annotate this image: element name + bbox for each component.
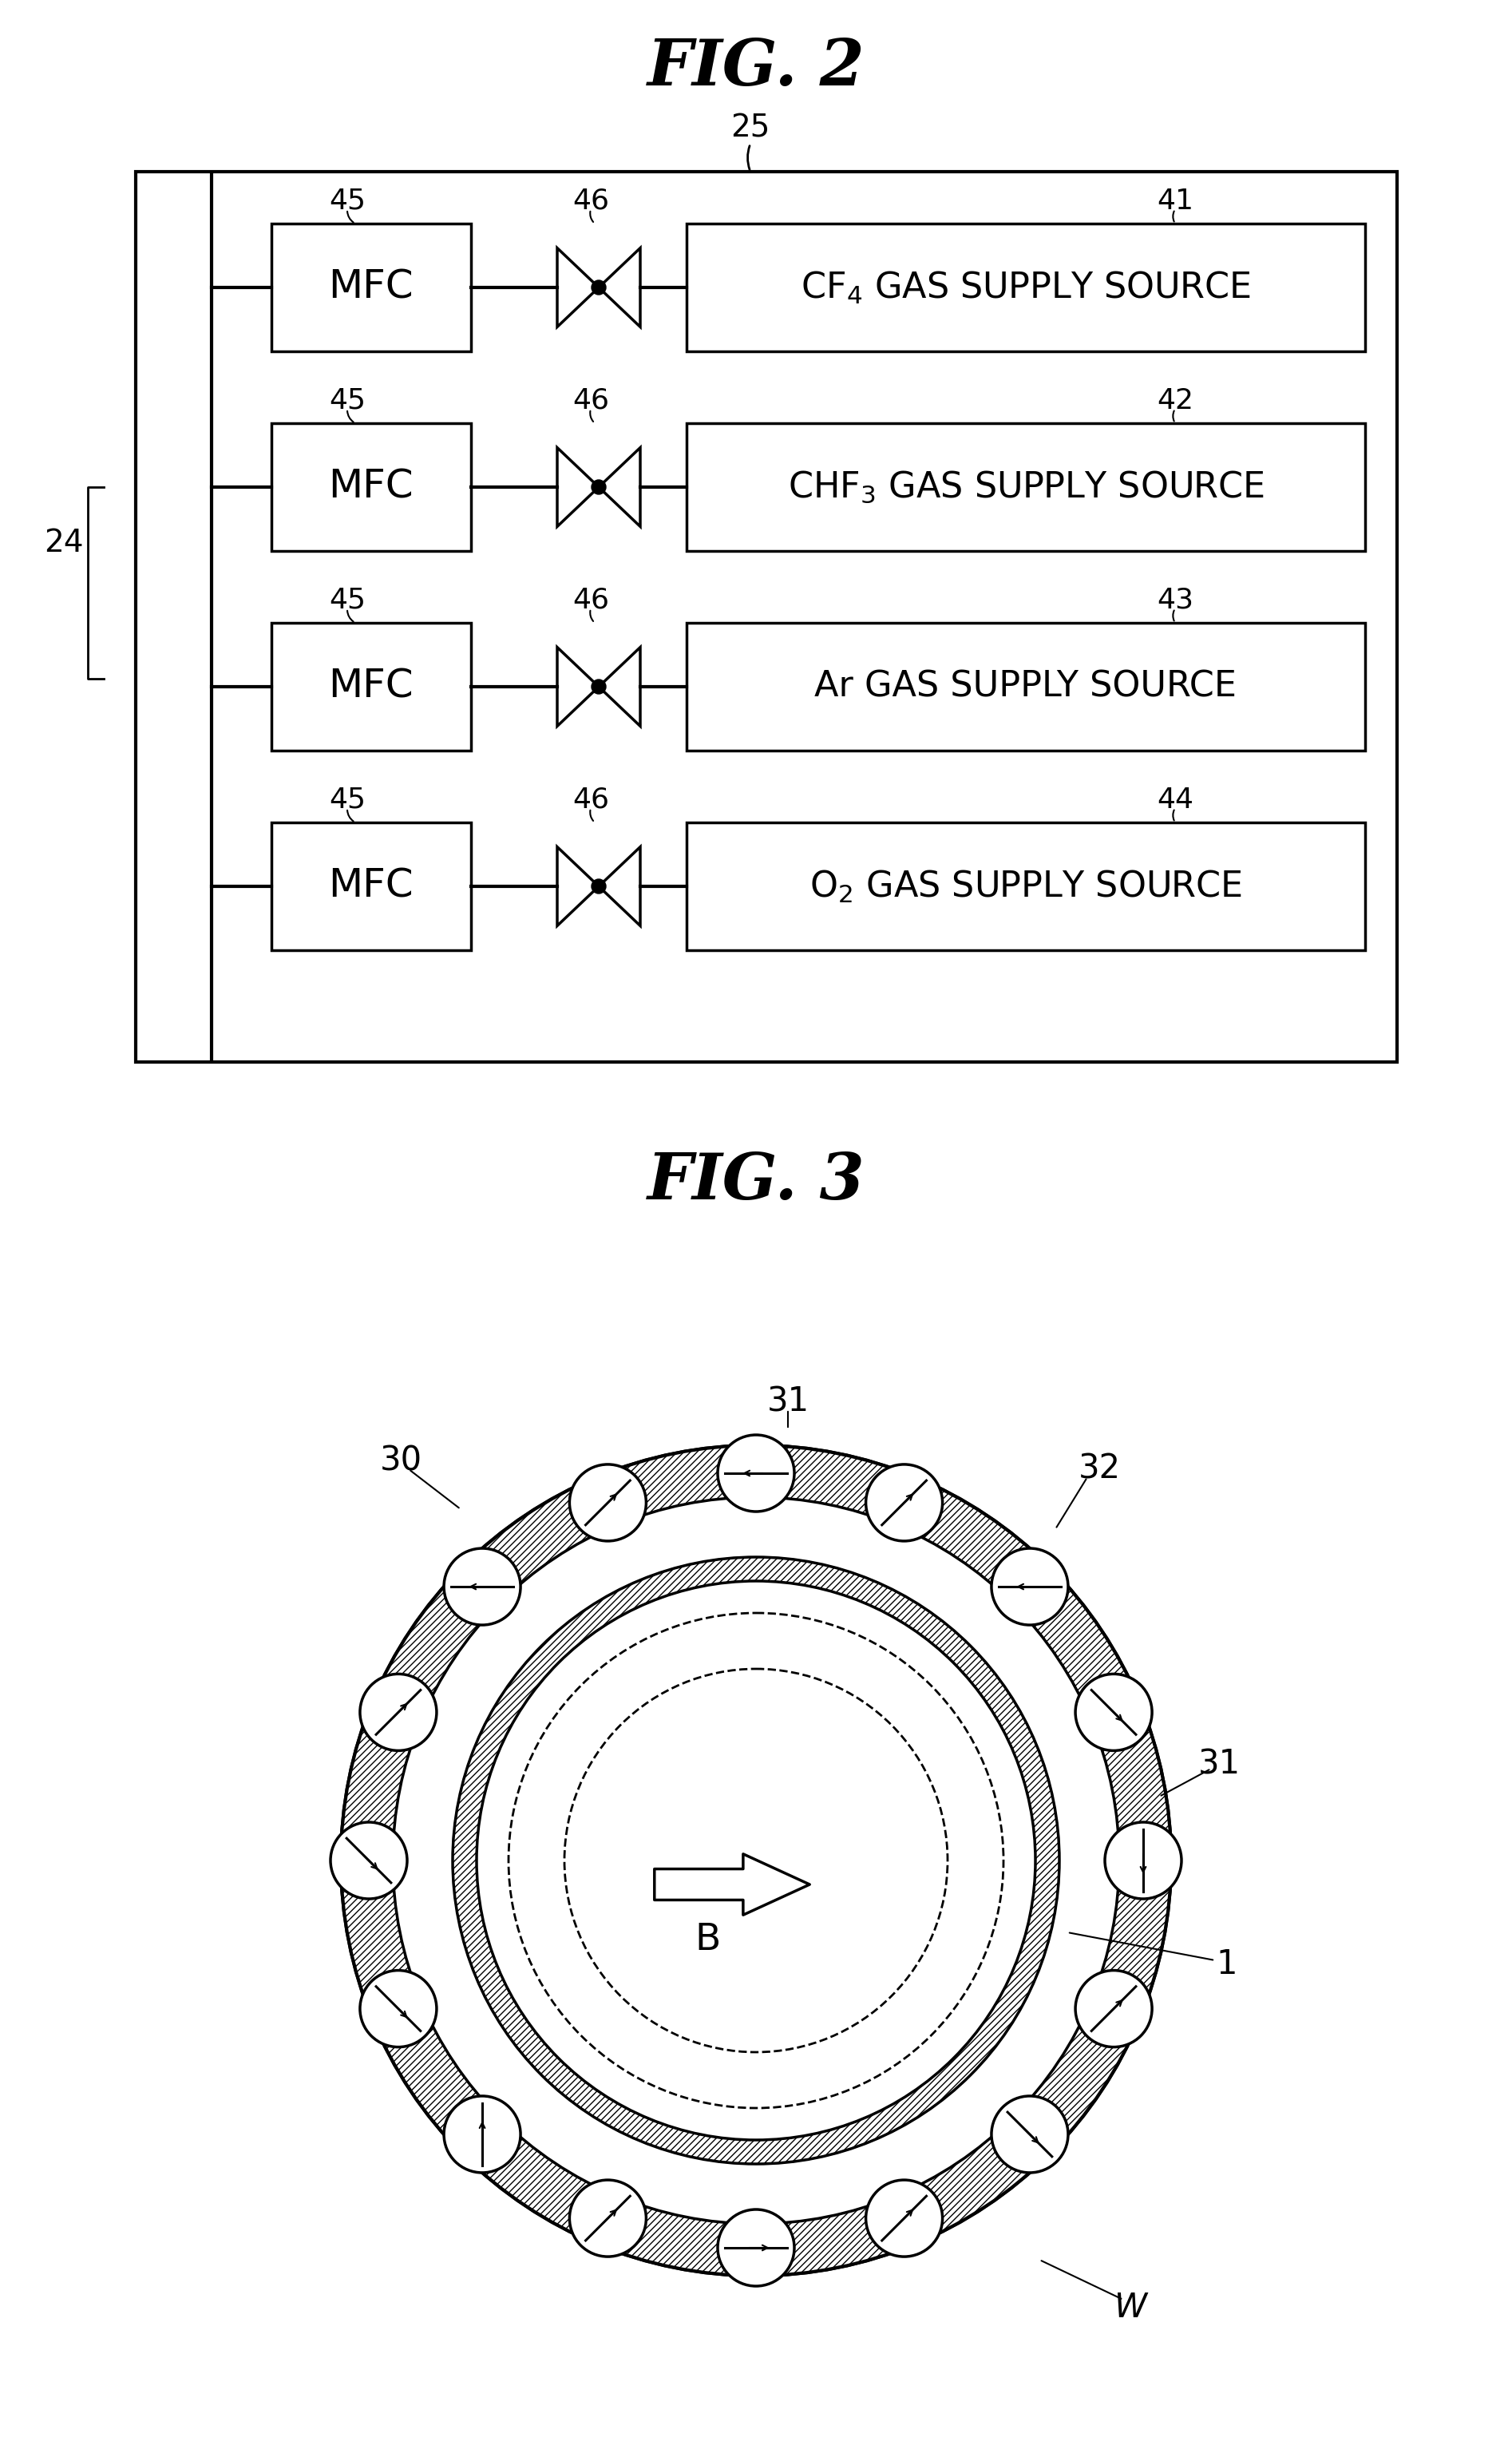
Bar bbox=[686, 424, 1365, 551]
Text: 45: 45 bbox=[330, 387, 366, 414]
Circle shape bbox=[360, 1675, 437, 1751]
Text: 1: 1 bbox=[1217, 1947, 1238, 1981]
Text: MFC: MFC bbox=[328, 269, 414, 306]
Circle shape bbox=[591, 279, 606, 294]
Text: 41: 41 bbox=[1157, 189, 1193, 216]
Text: $\mathrm{O}_{2}$ GAS SUPPLY SOURCE: $\mathrm{O}_{2}$ GAS SUPPLY SOURCE bbox=[809, 869, 1243, 904]
Circle shape bbox=[570, 1465, 646, 1540]
Circle shape bbox=[445, 1548, 520, 1626]
Text: FIG. 2: FIG. 2 bbox=[647, 37, 865, 98]
Text: 24: 24 bbox=[44, 529, 83, 558]
Text: 46: 46 bbox=[573, 387, 609, 414]
Text: 32: 32 bbox=[1078, 1452, 1120, 1487]
Text: 31: 31 bbox=[767, 1384, 809, 1418]
Circle shape bbox=[570, 2180, 646, 2256]
Circle shape bbox=[360, 1971, 437, 2047]
Text: 30: 30 bbox=[380, 1445, 422, 1479]
Text: B: B bbox=[696, 1922, 721, 1959]
Text: 46: 46 bbox=[573, 189, 609, 216]
Circle shape bbox=[340, 1445, 1172, 2275]
Text: 46: 46 bbox=[573, 588, 609, 615]
Circle shape bbox=[992, 2096, 1067, 2172]
Text: $\mathrm{CF}_{4}$ GAS SUPPLY SOURCE: $\mathrm{CF}_{4}$ GAS SUPPLY SOURCE bbox=[801, 269, 1250, 306]
Circle shape bbox=[478, 1582, 1034, 2138]
Circle shape bbox=[445, 2096, 520, 2172]
Circle shape bbox=[591, 678, 606, 693]
Text: 45: 45 bbox=[330, 189, 366, 216]
Circle shape bbox=[992, 1548, 1067, 1626]
Text: FIG. 3: FIG. 3 bbox=[647, 1151, 865, 1212]
Text: 45: 45 bbox=[330, 588, 366, 615]
Circle shape bbox=[591, 480, 606, 495]
Bar bbox=[272, 223, 472, 350]
Circle shape bbox=[1105, 1822, 1181, 1898]
Bar bbox=[686, 622, 1365, 749]
Circle shape bbox=[393, 1499, 1119, 2224]
FancyArrowPatch shape bbox=[655, 1854, 809, 1915]
Circle shape bbox=[866, 2180, 942, 2256]
Bar bbox=[136, 171, 1397, 1063]
Circle shape bbox=[331, 1822, 407, 1898]
Circle shape bbox=[866, 1465, 942, 1540]
Text: 45: 45 bbox=[330, 786, 366, 813]
Text: 44: 44 bbox=[1157, 786, 1193, 813]
Text: 46: 46 bbox=[573, 786, 609, 813]
Text: Ar GAS SUPPLY SOURCE: Ar GAS SUPPLY SOURCE bbox=[815, 669, 1237, 703]
Circle shape bbox=[718, 1435, 794, 1511]
Text: 42: 42 bbox=[1157, 387, 1193, 414]
Circle shape bbox=[1075, 1971, 1152, 2047]
Bar bbox=[272, 622, 472, 749]
Text: MFC: MFC bbox=[328, 867, 414, 906]
Bar bbox=[272, 823, 472, 950]
Circle shape bbox=[1075, 1675, 1152, 1751]
Bar bbox=[686, 223, 1365, 350]
Text: $\mathrm{CHF}_{3}$ GAS SUPPLY SOURCE: $\mathrm{CHF}_{3}$ GAS SUPPLY SOURCE bbox=[788, 470, 1264, 504]
Bar bbox=[686, 823, 1365, 950]
Text: MFC: MFC bbox=[328, 669, 414, 705]
Text: 43: 43 bbox=[1157, 588, 1193, 615]
Bar bbox=[272, 424, 472, 551]
Text: MFC: MFC bbox=[328, 468, 414, 507]
Circle shape bbox=[718, 2209, 794, 2285]
Text: 25: 25 bbox=[730, 113, 770, 142]
Text: W: W bbox=[1114, 2290, 1148, 2324]
Text: 31: 31 bbox=[1198, 1749, 1240, 1780]
Circle shape bbox=[591, 879, 606, 894]
